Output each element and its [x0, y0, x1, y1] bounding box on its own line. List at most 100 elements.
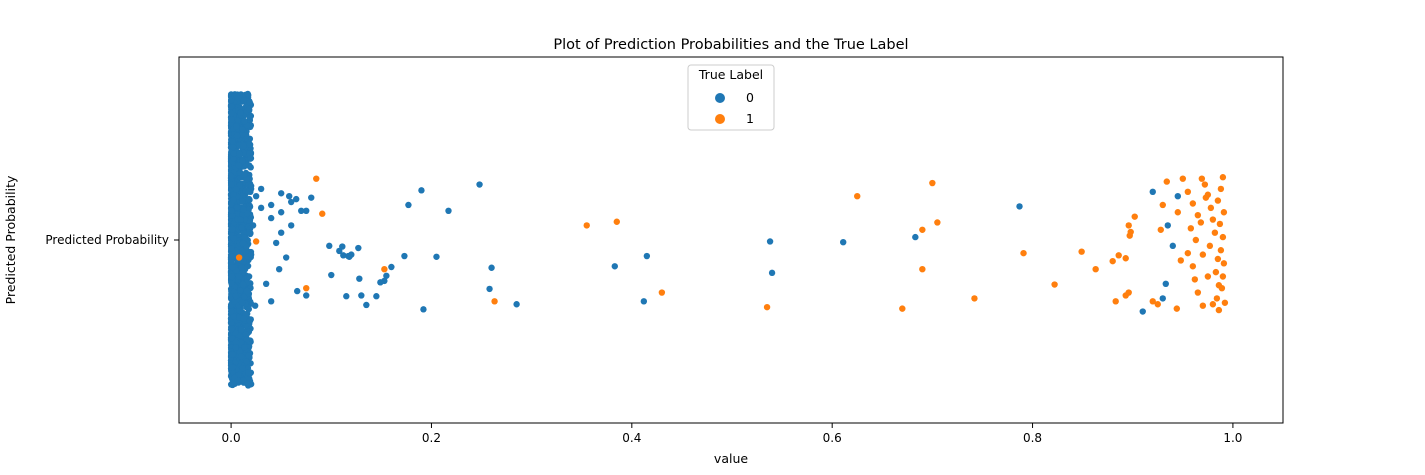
data-point: [239, 239, 247, 247]
data-point-1: [1219, 273, 1227, 280]
data-point-0: [303, 207, 310, 214]
data-point-0: [1159, 295, 1166, 302]
data-point-0: [326, 242, 333, 250]
data-point-1: [919, 226, 926, 233]
data-point-1: [1199, 251, 1207, 258]
data-point: [244, 380, 251, 387]
data-point-1: [613, 218, 620, 225]
data-point-1: [1213, 295, 1221, 302]
data-point: [239, 125, 246, 133]
data-point-1: [1214, 255, 1222, 263]
data-point-0: [358, 292, 365, 299]
data-point: [241, 117, 248, 125]
data-point-1: [1221, 299, 1229, 306]
data-point: [234, 377, 242, 384]
x-tick-label: 1.0: [1223, 431, 1242, 445]
data-point: [230, 191, 237, 198]
data-point: [246, 229, 253, 236]
data-point-1: [1197, 219, 1205, 226]
data-point-0: [288, 222, 295, 229]
data-point-0: [282, 254, 290, 261]
data-point: [235, 307, 243, 314]
data-point-0: [348, 251, 355, 258]
data-point-1: [1211, 229, 1219, 236]
data-point-1: [1212, 268, 1220, 276]
data-point: [233, 204, 241, 211]
data-point-0: [912, 233, 919, 241]
data-point: [246, 141, 254, 148]
data-point-0: [377, 279, 384, 286]
data-point: [243, 358, 250, 366]
data-point-1: [319, 210, 326, 217]
data-point: [243, 335, 251, 343]
data-point: [228, 207, 235, 214]
data-point-1: [1194, 211, 1202, 219]
data-point-1: [1202, 194, 1210, 201]
data-point: [246, 114, 253, 121]
data-point-0: [249, 222, 257, 229]
data-point-0: [513, 301, 520, 308]
data-point-1: [1112, 298, 1119, 305]
data-point-1: [491, 298, 498, 305]
data-point-0: [356, 275, 363, 282]
data-point-0: [640, 298, 648, 305]
data-point: [234, 94, 242, 102]
data-point-0: [373, 293, 380, 300]
legend-marker-0: [715, 93, 725, 103]
data-point-1: [658, 289, 666, 296]
data-point-1: [1122, 255, 1129, 262]
data-point-0: [1162, 280, 1169, 287]
x-tick-label: 0.0: [222, 431, 241, 445]
data-point-0: [643, 252, 651, 260]
data-point-0: [247, 251, 255, 258]
data-point-1: [1198, 175, 1206, 182]
data-point-1: [1219, 174, 1227, 181]
data-point-0: [388, 263, 395, 271]
legend-label-0: 0: [746, 90, 754, 105]
data-point-0: [476, 181, 483, 188]
x-axis-label: value: [714, 451, 748, 466]
data-point: [241, 293, 248, 300]
data-point-0: [267, 298, 275, 305]
x-axis-ticks: 0.0 0.2 0.4 0.6 0.8 1.0: [222, 423, 1242, 445]
data-point: [239, 364, 246, 372]
data-point-1: [1187, 225, 1195, 232]
data-point-1: [1217, 185, 1225, 193]
x-tick-label: 0.2: [422, 431, 441, 445]
data-point: [233, 132, 241, 139]
data-point-1: [1194, 289, 1202, 296]
x-tick-label: 0.6: [823, 431, 842, 445]
data-point-1: [1125, 289, 1132, 296]
data-point-0: [486, 285, 493, 293]
data-point-0: [768, 269, 776, 277]
data-point: [239, 158, 246, 165]
data-point-1: [1159, 201, 1166, 209]
data-point-1: [763, 303, 771, 311]
data-point-0: [257, 204, 265, 212]
data-point: [245, 188, 252, 195]
data-point-0: [363, 301, 370, 309]
data-point: [227, 308, 235, 315]
data-point-1: [1209, 301, 1217, 308]
data-point-1: [934, 219, 941, 226]
data-point: [238, 326, 245, 333]
data-point-1: [1219, 233, 1227, 241]
data-point: [227, 326, 235, 333]
data-point: [238, 264, 246, 271]
data-point: [239, 281, 247, 288]
data-point: [230, 313, 237, 320]
data-point-1: [1051, 281, 1058, 288]
data-point: [228, 115, 235, 123]
data-point: [237, 216, 244, 223]
data-point-1: [1217, 247, 1225, 254]
data-point-0: [293, 195, 300, 203]
data-point-1: [1179, 175, 1187, 182]
data-point-1: [1184, 188, 1192, 196]
data-point: [240, 206, 247, 213]
data-point-1: [1157, 226, 1164, 233]
data-point-1: [1154, 301, 1161, 308]
data-point: [240, 142, 247, 150]
data-point-0: [401, 252, 408, 260]
data-point-1: [971, 295, 978, 302]
data-point-0: [277, 190, 285, 197]
